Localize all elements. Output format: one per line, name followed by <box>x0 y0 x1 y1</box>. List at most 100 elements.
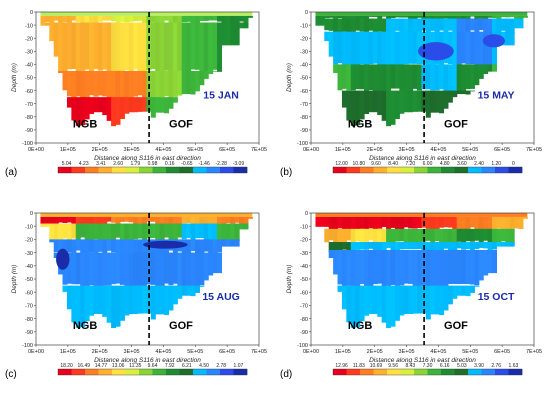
contour-cell <box>505 15 511 18</box>
contour-cell <box>199 239 205 253</box>
colorbar-swatch <box>427 167 442 173</box>
contour-cell <box>111 97 117 127</box>
y-tick-label: -90 <box>25 330 33 336</box>
contour-cell <box>381 90 387 121</box>
contour-cell <box>474 228 480 241</box>
contour-cell <box>93 285 99 314</box>
contour-cell <box>194 216 200 225</box>
contour-cell <box>461 216 467 232</box>
contour-cell <box>346 90 352 121</box>
colorbar-frame <box>57 368 248 376</box>
contour-cell <box>71 239 77 255</box>
contour-cell <box>49 22 55 42</box>
contour-cell <box>62 22 68 74</box>
contour-cell <box>199 216 205 226</box>
colorbar-swatch <box>468 369 482 375</box>
contour-cell <box>97 70 103 96</box>
contour-cell <box>500 228 506 242</box>
date-label: 15 MAY <box>478 89 515 101</box>
contour-cell <box>483 216 489 231</box>
colorbar-tick-label: 8.43 <box>405 363 415 369</box>
contour-cell <box>102 252 108 286</box>
contour-cell <box>115 252 121 284</box>
contour-cell <box>399 31 405 67</box>
contour-cell <box>328 249 334 258</box>
contour-cell <box>377 64 383 92</box>
contour-cell <box>469 249 475 285</box>
contour-cell <box>509 216 515 229</box>
contour-cell <box>350 31 356 67</box>
contour-cell <box>75 15 81 23</box>
x-tick-label: 5E+05 <box>187 349 203 355</box>
contour-cell <box>430 249 436 288</box>
contour-cell <box>518 15 524 20</box>
contour-cell <box>359 249 365 285</box>
contour-cell <box>465 31 471 65</box>
contour-cell <box>412 90 418 112</box>
colorbar-swatch <box>58 167 72 173</box>
contour-cell <box>483 242 489 249</box>
contour-cell <box>66 22 72 70</box>
contour-cell <box>124 22 130 71</box>
colorbar-swatch <box>333 369 347 375</box>
y-tick-label: -80 <box>25 115 33 121</box>
contour-cell <box>93 216 99 226</box>
contour-cell <box>452 31 458 67</box>
contour-cell <box>230 216 236 224</box>
colorbar-swatch <box>58 369 72 375</box>
contour-cell <box>386 15 392 21</box>
contour-cell <box>247 216 253 219</box>
contour-cell <box>199 285 205 287</box>
contour-cell <box>199 15 205 21</box>
contour-cell <box>487 18 493 35</box>
contour-cell <box>199 252 205 286</box>
contour-cell <box>461 64 467 93</box>
colorbar-frame <box>57 166 248 174</box>
colorbar-swatch <box>179 167 194 173</box>
contour-cell <box>416 228 422 245</box>
contour-cell <box>234 223 240 241</box>
contour-cell <box>208 15 214 21</box>
contour-cell <box>500 216 506 230</box>
contour-cell <box>394 31 400 67</box>
contour-cell <box>456 228 462 242</box>
contour-cell <box>164 97 170 114</box>
contour-cell <box>496 216 502 229</box>
contour-cell <box>319 18 325 26</box>
contour-cell <box>203 239 209 252</box>
contour-cell <box>469 90 475 92</box>
contour-cell <box>328 216 334 231</box>
contour-cell <box>93 252 99 287</box>
contour-cell <box>425 18 431 33</box>
x-tick-label: 3E+05 <box>399 349 415 355</box>
y-tick-label: -90 <box>25 128 33 134</box>
contour-cell <box>434 15 440 21</box>
contour-cell <box>461 18 467 35</box>
contour-cell <box>364 64 370 94</box>
contour-cell <box>102 97 108 116</box>
contour-cell <box>372 216 378 232</box>
contour-cell <box>111 285 117 329</box>
contour-cell <box>155 97 161 113</box>
contour-cell <box>150 97 156 118</box>
contour-cell <box>89 15 95 26</box>
x-tick-label: 6E+05 <box>494 147 510 153</box>
contour-cell <box>141 252 147 287</box>
contour-cell <box>186 285 192 296</box>
contour-cell <box>186 239 192 254</box>
contour-cell <box>394 64 400 89</box>
contour-cell <box>399 216 405 232</box>
contour-cell <box>159 15 165 24</box>
contour-cell <box>390 228 396 245</box>
contour-cell <box>505 242 511 247</box>
contour-cell <box>172 223 178 241</box>
contour-cell <box>66 239 72 253</box>
contour-cell <box>212 216 218 224</box>
contour-cell <box>439 64 445 90</box>
contour-cell <box>337 31 343 64</box>
contour-cell <box>102 22 108 70</box>
contour-cell <box>137 285 143 314</box>
region-label-ngb: NGB <box>348 320 373 332</box>
colorbar-tick-label: 1.07 <box>234 363 244 369</box>
